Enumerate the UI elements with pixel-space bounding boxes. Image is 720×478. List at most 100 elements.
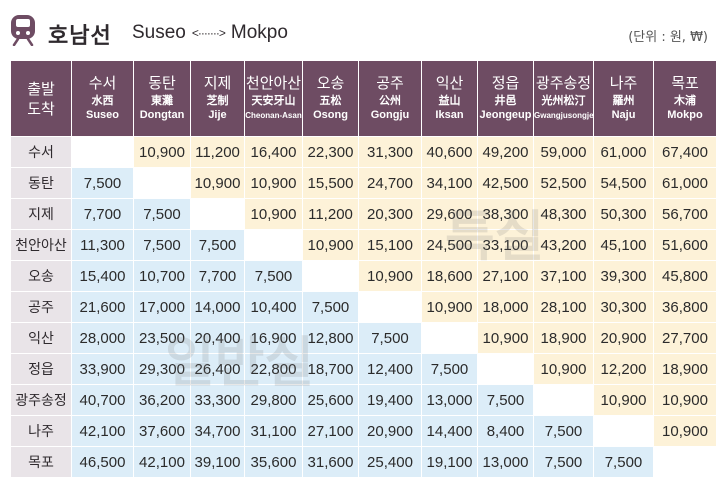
table-header-row: 출발 도착 수서 水西 Suseo 동탄 東灘 Dongtan 지제 芝制 Jije 천안아… — [10, 60, 717, 137]
fare-cell: 8,400 — [477, 415, 534, 447]
fare-cell: 24,700 — [358, 167, 422, 199]
corner-header: 출발 도착 — [10, 60, 72, 137]
fare-cell: 28,100 — [533, 291, 594, 323]
column-header: 동탄 東灘 Dongtan — [133, 60, 191, 137]
fare-cell: 7,700 — [190, 260, 245, 292]
row-header: 동탄 — [10, 167, 72, 199]
fare-cell — [71, 136, 134, 168]
fare-cell: 10,900 — [477, 322, 534, 354]
fare-cell: 29,600 — [421, 198, 478, 230]
fare-cell: 10,900 — [190, 167, 245, 199]
table-row: 동탄 7,500 10,900 10,900 15,500 24,700 34,100 42,… — [10, 167, 717, 199]
fare-cell: 10,900 — [533, 353, 594, 385]
fare-cell: 48,300 — [533, 198, 594, 230]
fare-cell: 7,500 — [302, 291, 359, 323]
fare-cell: 20,900 — [593, 322, 654, 354]
fare-cell: 20,300 — [358, 198, 422, 230]
fare-cell — [133, 167, 191, 199]
fare-cell: 35,600 — [244, 446, 303, 478]
column-header-ko: 동탄 — [148, 74, 176, 92]
title-bar: 호남선 Suseo <·······> Mokpo (단위 : 원, ₩) — [0, 0, 720, 62]
fare-cell: 12,800 — [302, 322, 359, 354]
column-header: 지제 芝制 Jije — [190, 60, 245, 137]
fare-cell: 33,900 — [71, 353, 134, 385]
table-row: 수서 10,900 11,200 16,400 22,300 31,300 40,600 49… — [10, 136, 717, 168]
fare-cell: 7,500 — [71, 167, 134, 199]
table-row: 목포 46,500 42,100 39,100 35,600 31,600 25,400 19… — [10, 446, 717, 478]
fare-cell: 27,100 — [302, 415, 359, 447]
fare-cell — [358, 291, 422, 323]
fare-table-body: 수서 10,900 11,200 16,400 22,300 31,300 40,600 49… — [10, 136, 717, 478]
column-header-en: Jije — [208, 109, 227, 121]
fare-cell: 10,900 — [244, 167, 303, 199]
column-header-hanja: 芝制 — [206, 94, 229, 107]
fare-cell: 51,600 — [653, 229, 717, 261]
column-header-en: Osong — [313, 109, 348, 121]
column-header: 공주 公州 Gongju — [358, 60, 422, 137]
fare-cell: 20,900 — [358, 415, 422, 447]
fare-cell: 10,900 — [133, 136, 191, 168]
fare-cell: 10,900 — [653, 415, 717, 447]
row-header: 광주송정 — [10, 384, 72, 416]
fare-cell: 56,700 — [653, 198, 717, 230]
table-row: 오송 15,400 10,700 7,700 7,500 10,900 18,600 27,1… — [10, 260, 717, 292]
fare-cell: 12,400 — [358, 353, 422, 385]
column-header: 수서 水西 Suseo — [71, 60, 134, 137]
table-row: 정읍 33,900 29,300 26,400 22,800 18,700 12,400 7,… — [10, 353, 717, 385]
fare-cell: 25,400 — [358, 446, 422, 478]
column-header-hanja: 東灘 — [151, 94, 173, 107]
fare-cell — [477, 353, 534, 385]
column-header-en: Dongtan — [139, 109, 185, 121]
row-header: 정읍 — [10, 353, 72, 385]
column-header-en: Naju — [611, 109, 636, 121]
fare-cell: 15,100 — [358, 229, 422, 261]
fare-cell: 27,700 — [653, 322, 717, 354]
fare-cell: 43,200 — [533, 229, 594, 261]
fare-cell: 38,300 — [477, 198, 534, 230]
fare-cell: 10,900 — [302, 229, 359, 261]
fare-cell: 7,500 — [244, 260, 303, 292]
column-header-ko: 광주송정 — [535, 74, 592, 92]
fare-cell: 11,200 — [190, 136, 245, 168]
fare-cell: 42,500 — [477, 167, 534, 199]
fare-cell: 25,600 — [302, 384, 359, 416]
fare-cell: 10,400 — [244, 291, 303, 323]
fare-cell: 20,400 — [190, 322, 245, 354]
fare-cell: 54,500 — [593, 167, 654, 199]
fare-cell: 36,200 — [133, 384, 191, 416]
row-header: 수서 — [10, 136, 72, 168]
fare-cell: 37,600 — [133, 415, 191, 447]
column-header: 광주송정 光州松汀 Gwangjusongjeong — [533, 60, 594, 137]
fare-cell: 40,600 — [421, 136, 478, 168]
row-header: 익산 — [10, 322, 72, 354]
column-header-ko: 천안아산 — [245, 74, 302, 92]
fare-cell: 36,800 — [653, 291, 717, 323]
column-header-hanja: 木浦 — [674, 94, 696, 107]
fare-table: 출발 도착 수서 水西 Suseo 동탄 東灘 Dongtan 지제 芝制 Jije 천안아… — [10, 60, 717, 478]
fare-cell: 7,500 — [358, 322, 422, 354]
column-header-en: Mokpo — [667, 109, 703, 121]
column-header-ko: 오송 — [316, 74, 345, 92]
fare-cell: 59,000 — [533, 136, 594, 168]
fare-cell: 31,600 — [302, 446, 359, 478]
corner-top: 출발 — [27, 79, 55, 98]
fare-cell: 22,300 — [302, 136, 359, 168]
fare-cell: 26,400 — [190, 353, 245, 385]
column-header-hanja: 天安牙山 — [251, 94, 296, 107]
fare-cell: 37,100 — [533, 260, 594, 292]
fare-cell: 7,500 — [133, 229, 191, 261]
row-header: 공주 — [10, 291, 72, 323]
fare-cell: 52,500 — [533, 167, 594, 199]
fare-cell: 7,700 — [71, 198, 134, 230]
column-header-ko: 익산 — [435, 74, 464, 92]
fare-cell: 13,000 — [477, 446, 534, 478]
column-header-ko: 정읍 — [491, 74, 520, 92]
fare-cell: 67,400 — [653, 136, 717, 168]
fare-cell: 15,500 — [302, 167, 359, 199]
column-header-en: Iksan — [435, 109, 464, 121]
fare-cell: 10,900 — [421, 291, 478, 323]
column-header-hanja: 井邑 — [494, 94, 517, 107]
fare-cell: 10,900 — [244, 198, 303, 230]
column-header-hanja: 羅州 — [612, 94, 635, 107]
fare-cell: 45,100 — [593, 229, 654, 261]
